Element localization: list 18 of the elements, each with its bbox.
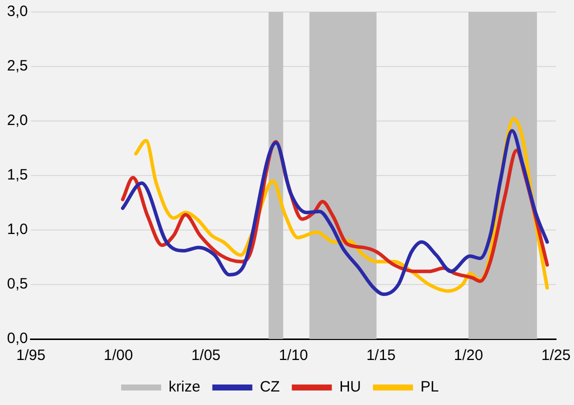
- x-tick-label: 1/15: [366, 347, 396, 364]
- legend-label: PL: [420, 378, 439, 396]
- legend-label: krize: [168, 378, 200, 396]
- legend-label: HU: [339, 378, 361, 396]
- y-tick-label: 2,5: [6, 58, 28, 75]
- legend-label: CZ: [260, 378, 280, 396]
- x-tick-label: 1/10: [278, 347, 308, 364]
- x-tick-label: 1/25: [541, 347, 571, 364]
- y-tick-label: 0,0: [6, 330, 28, 348]
- y-tick-label: 3,0: [6, 3, 28, 20]
- y-tick-label: 1,0: [6, 221, 28, 238]
- x-tick-label: 1/95: [16, 347, 46, 364]
- y-tick-label: 2,0: [6, 112, 28, 130]
- x-tick-label: 1/05: [191, 347, 221, 364]
- x-tick-label: 1/00: [104, 347, 133, 364]
- y-tick-label: 0,5: [6, 276, 28, 293]
- y-tick-label: 1,5: [6, 166, 28, 184]
- x-tick-label: 1/20: [454, 347, 484, 364]
